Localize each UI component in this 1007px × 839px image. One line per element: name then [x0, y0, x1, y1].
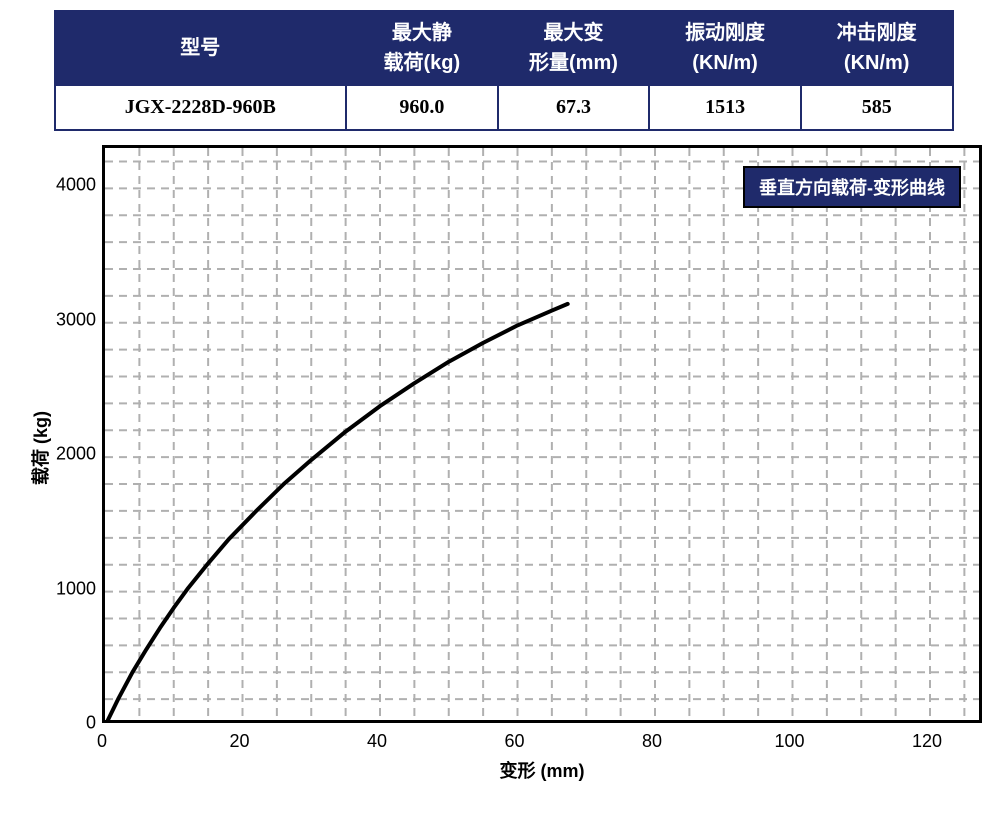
spec-table: 型号 最大静载荷(kg) 最大变形量(mm) 振动刚度(KN/m) 冲击刚度(K…	[54, 10, 954, 131]
chart-container: 载荷 (kg) 垂直方向载荷-变形曲线 变形 (mm) 010002000300…	[10, 135, 997, 795]
x-tick-label: 80	[622, 731, 682, 752]
x-tick-label: 40	[347, 731, 407, 752]
td-model: JGX-2228D-960B	[55, 85, 347, 130]
y-tick-label: 1000	[36, 578, 96, 599]
x-tick-label: 20	[210, 731, 270, 752]
y-tick-label: 4000	[36, 175, 96, 196]
y-tick-label: 2000	[36, 444, 96, 465]
td-vib-stiff: 1513	[649, 85, 801, 130]
th-vib-stiff: 振动刚度(KN/m)	[649, 11, 801, 85]
x-tick-label: 120	[897, 731, 957, 752]
chart-title-box: 垂直方向载荷-变形曲线	[743, 166, 961, 208]
th-model: 型号	[55, 11, 347, 85]
td-max-static-load: 960.0	[346, 85, 498, 130]
th-impact-stiff: 冲击刚度(KN/m)	[801, 11, 953, 85]
plot-area: 垂直方向载荷-变形曲线	[102, 145, 982, 723]
th-max-static-load: 最大静载荷(kg)	[346, 11, 498, 85]
table-row: JGX-2228D-960B 960.0 67.3 1513 585	[55, 85, 953, 130]
plot-svg	[105, 148, 982, 723]
x-tick-label: 0	[72, 731, 132, 752]
th-max-deform: 最大变形量(mm)	[498, 11, 650, 85]
x-tick-label: 60	[485, 731, 545, 752]
td-max-deform: 67.3	[498, 85, 650, 130]
x-tick-label: 100	[760, 731, 820, 752]
td-impact-stiff: 585	[801, 85, 953, 130]
y-tick-label: 3000	[36, 309, 96, 330]
x-axis-label: 变形 (mm)	[500, 757, 585, 783]
